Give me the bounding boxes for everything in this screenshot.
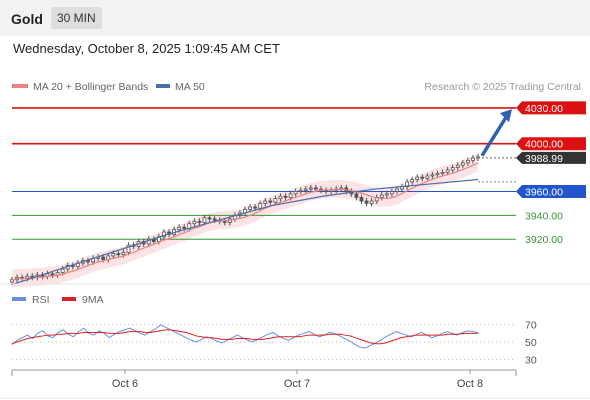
candle-body	[283, 195, 288, 198]
copyright-label: Research © 2025 Trading Central	[424, 81, 581, 93]
candle-body	[263, 200, 268, 204]
candle-body	[415, 176, 420, 180]
target-arrow	[480, 109, 512, 157]
level-label-1: 4000.00	[525, 139, 563, 151]
candle-body	[177, 226, 182, 231]
rsi-panel: 70 50 30	[11, 320, 537, 366]
x-tick-label-1: Oct 7	[284, 378, 310, 390]
rsi-ma-line	[11, 329, 478, 345]
candle-body	[60, 268, 65, 274]
candle-body	[314, 187, 318, 190]
ma50-line	[11, 178, 479, 286]
candle-body	[126, 244, 131, 253]
level-label-4: 3920.00	[525, 234, 563, 246]
candle-body	[192, 220, 197, 225]
symbol-title: Gold	[11, 11, 43, 27]
target-arrow-shaft	[480, 113, 510, 157]
candle-body	[471, 157, 475, 161]
candle-body	[222, 220, 227, 223]
level-label-3: 3940.00	[525, 210, 563, 222]
x-tick-label-0: Oct 6	[112, 378, 138, 390]
ma20-legend-label: MA 20 + Bollinger Bands	[33, 81, 148, 93]
candle-body	[455, 164, 460, 168]
candle-body	[395, 188, 399, 192]
candle-body	[207, 217, 212, 220]
candle-body	[430, 174, 435, 177]
level-label-2: 3960.00	[525, 186, 563, 198]
candle-body	[440, 171, 445, 174]
candle-body	[465, 160, 470, 164]
candle-body	[405, 181, 409, 188]
candle-body	[445, 169, 450, 173]
candle-body	[450, 167, 455, 171]
candle-body	[298, 189, 303, 192]
candle-body	[121, 251, 126, 256]
rsi-ma-legend-label: 9MA	[82, 294, 104, 306]
candle-body	[384, 193, 389, 196]
candle-body	[212, 218, 217, 221]
candle-body	[50, 273, 55, 276]
candle-body	[101, 256, 106, 260]
candle-body	[86, 260, 90, 263]
ma50-legend-swatch	[156, 84, 170, 88]
top-bar: Gold 30 MIN	[0, 0, 590, 36]
candle-body	[202, 217, 207, 223]
candle-body	[146, 238, 151, 245]
candle-body	[460, 162, 465, 166]
level-lines	[12, 107, 516, 240]
candle-body	[303, 188, 308, 191]
ma50-legend-label: MA 50	[175, 81, 205, 93]
level-tag-1	[516, 137, 586, 151]
candle-body	[329, 189, 334, 192]
x-tick-label-2: Oct 8	[457, 378, 483, 390]
level-tag-0	[516, 101, 586, 115]
candle-body	[116, 253, 121, 256]
candle-body	[410, 179, 415, 183]
level-label-0: 4030.00	[525, 103, 563, 115]
rsi-tick-label-2: 30	[525, 354, 537, 366]
candle-body	[278, 195, 283, 200]
last-price-tag	[516, 151, 586, 164]
candle-body	[379, 194, 384, 198]
ma20-line	[11, 162, 479, 281]
rsi-legend-label: RSI	[32, 294, 50, 306]
level-tag-2	[516, 184, 586, 198]
target-arrow-head	[500, 109, 512, 123]
candle-body	[369, 200, 374, 204]
timeframe-badge[interactable]: 30 MIN	[51, 7, 102, 29]
candle-body	[197, 220, 202, 223]
candle-body	[182, 226, 187, 229]
x-axis: Oct 6 Oct 7 Oct 8	[112, 370, 483, 390]
candle-body	[354, 193, 359, 198]
rsi-ma-legend-swatch	[62, 297, 76, 301]
candle-body	[435, 173, 440, 176]
candle-body	[364, 200, 369, 204]
rsi-legend-swatch	[12, 297, 26, 301]
candle-body	[359, 197, 364, 202]
last-price-label: 3988.99	[525, 153, 563, 165]
candle-body	[476, 156, 480, 159]
level-labels: 4030.00 4000.00 3960.00 3940.00 3920.00 3988.…	[516, 101, 586, 246]
rsi-tick-label-1: 50	[525, 337, 537, 349]
candle-body	[273, 198, 278, 203]
candle-body	[389, 191, 394, 195]
ma20-legend-swatch	[12, 84, 28, 88]
candle-body	[425, 175, 430, 179]
candle-body	[308, 187, 313, 190]
candle-body	[248, 206, 252, 210]
chart-datetime: Wednesday, October 8, 2025 1:09:45 AM CE…	[13, 41, 280, 56]
candle-body	[268, 200, 273, 203]
rsi-tick-label-0: 70	[525, 320, 537, 332]
candle-body	[420, 176, 425, 179]
candle-body	[111, 253, 116, 257]
candle-body	[253, 206, 258, 209]
candle-body	[258, 202, 263, 209]
candle-body	[288, 193, 293, 198]
candle-body	[293, 191, 298, 195]
moving-averages	[11, 162, 479, 286]
